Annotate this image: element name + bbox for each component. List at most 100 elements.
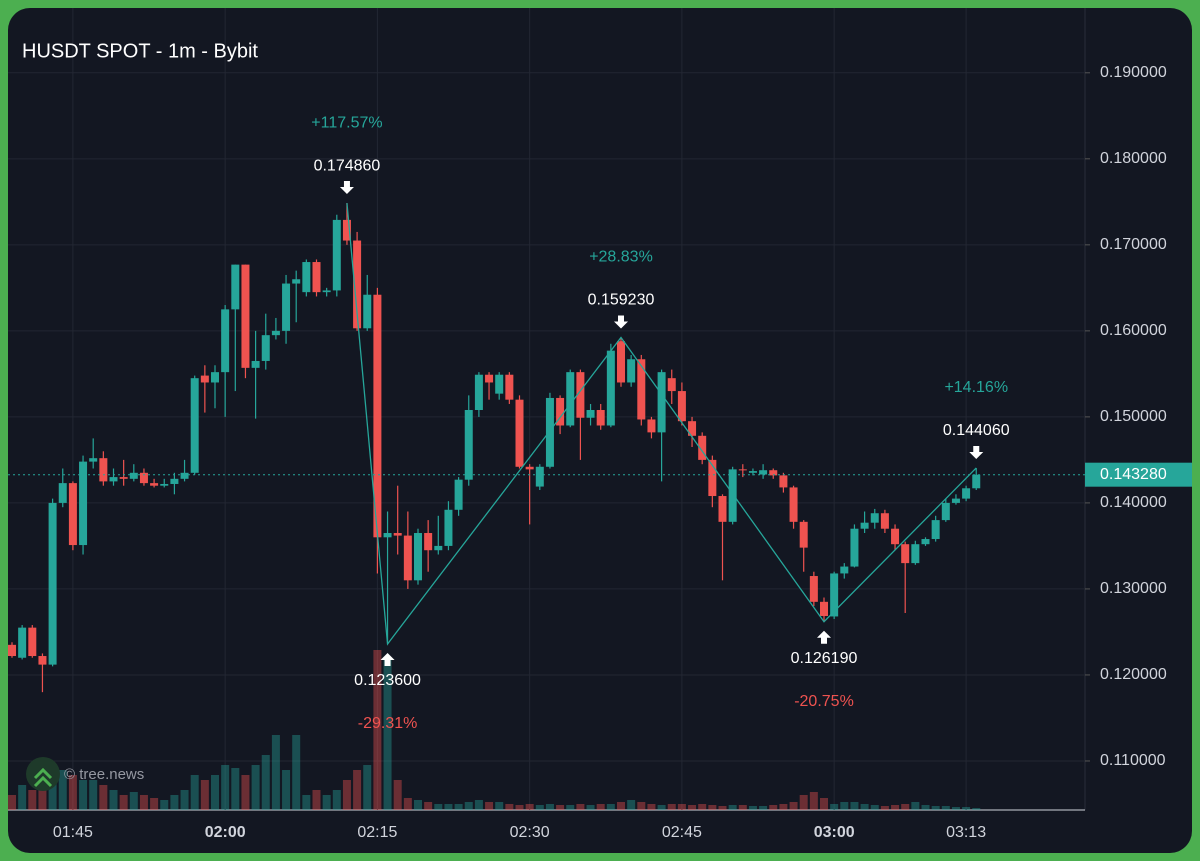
pivot-label: 0.174860 <box>314 157 381 174</box>
volume-bar <box>363 765 372 810</box>
volume-bar <box>231 768 240 810</box>
candle-body <box>566 372 575 426</box>
logo <box>26 757 60 791</box>
volume-bar <box>931 806 940 810</box>
volume-bar <box>748 806 757 810</box>
candle-body <box>119 477 128 479</box>
candle-body <box>444 509 453 546</box>
volume-bar <box>271 735 280 810</box>
candle-body <box>647 419 656 433</box>
pivot-change: +28.83% <box>589 249 653 266</box>
candle-body <box>495 374 504 394</box>
x-tick-label: 01:45 <box>53 824 93 841</box>
candle-body <box>190 378 199 473</box>
pivot-label: 0.123600 <box>354 672 421 689</box>
volume-bar <box>444 804 453 810</box>
volume-bar <box>353 770 362 810</box>
candle-body <box>901 544 910 564</box>
pivot-label: 0.159230 <box>588 292 655 309</box>
candle-body <box>962 488 971 499</box>
candle-body <box>627 359 636 383</box>
pivot-label: 0.126190 <box>791 650 858 667</box>
volume-bar <box>485 802 494 810</box>
y-tick-label: 0.180000 <box>1100 150 1167 167</box>
chart-title: HUSDT SPOT - 1m - Bybit <box>22 40 258 62</box>
candle-body <box>921 539 930 545</box>
volume-bar <box>789 802 798 810</box>
candle-body <box>48 502 57 665</box>
candle-body <box>698 435 707 460</box>
pivot-arrow <box>380 652 395 666</box>
volume-bar <box>241 775 250 810</box>
candle-body <box>830 573 839 617</box>
candle-body <box>241 264 250 368</box>
candle-body <box>941 502 950 521</box>
volume-bar <box>119 795 128 810</box>
pivot-arrow <box>969 445 984 459</box>
candle-body <box>799 521 808 548</box>
volume-bar <box>779 804 788 810</box>
candle-body <box>505 374 514 400</box>
pivot-change: +14.16% <box>944 379 1008 396</box>
volume-bar <box>342 780 351 810</box>
volume-bar <box>799 795 808 810</box>
candle-body <box>353 240 362 329</box>
candle-body <box>677 391 686 422</box>
candle-body <box>221 309 230 373</box>
candle-body <box>728 469 737 522</box>
candle-body <box>880 513 889 529</box>
candle-body <box>414 533 422 581</box>
candle-body <box>951 498 960 503</box>
volume-bar <box>68 775 77 810</box>
volume-bar <box>576 804 585 810</box>
volume-bar <box>79 780 88 810</box>
candle-body <box>68 483 77 546</box>
volume-bar <box>211 775 219 810</box>
candle-body <box>383 533 392 538</box>
volume-bar <box>545 804 554 810</box>
volume-bar <box>657 805 666 810</box>
candle-body <box>576 372 585 418</box>
volume-bar <box>99 785 108 810</box>
candle-body <box>261 335 270 361</box>
x-tick-label: 02:15 <box>357 824 397 841</box>
candle-body <box>211 372 219 383</box>
candle-body <box>667 378 676 392</box>
volume-bar <box>941 806 950 810</box>
volume-bar <box>515 805 524 810</box>
volume-bar <box>424 802 433 810</box>
candle-body <box>515 399 524 467</box>
volume-bar <box>414 800 422 810</box>
candle-body <box>820 601 828 617</box>
y-tick-label: 0.150000 <box>1100 408 1167 425</box>
pivot-arrow <box>339 181 354 195</box>
volume-bar <box>901 804 910 810</box>
volume-bar <box>495 802 504 810</box>
candles <box>8 203 981 693</box>
candle-body <box>586 410 595 418</box>
volume-bar <box>830 804 839 810</box>
candle-body <box>606 350 615 426</box>
candle-body <box>8 644 16 657</box>
candle-body <box>809 576 818 602</box>
volume-bar <box>302 795 311 810</box>
volume-bar <box>200 780 209 810</box>
candle-body <box>748 471 757 473</box>
volume-bar <box>677 804 686 810</box>
volume-bar <box>505 804 514 810</box>
candle-body <box>200 375 209 383</box>
logo-icon <box>33 767 53 788</box>
volume-bar <box>403 798 412 810</box>
candle-body <box>251 360 260 368</box>
candle-body <box>28 627 37 657</box>
volume-bar <box>708 805 717 810</box>
y-tick-label: 0.190000 <box>1100 64 1167 81</box>
volume-bar <box>474 800 483 810</box>
y-tick-label: 0.140000 <box>1100 494 1167 511</box>
candle-body <box>271 330 280 336</box>
volume-bar <box>332 790 341 810</box>
y-tick-label: 0.160000 <box>1100 322 1167 339</box>
volume-bar <box>180 790 189 810</box>
